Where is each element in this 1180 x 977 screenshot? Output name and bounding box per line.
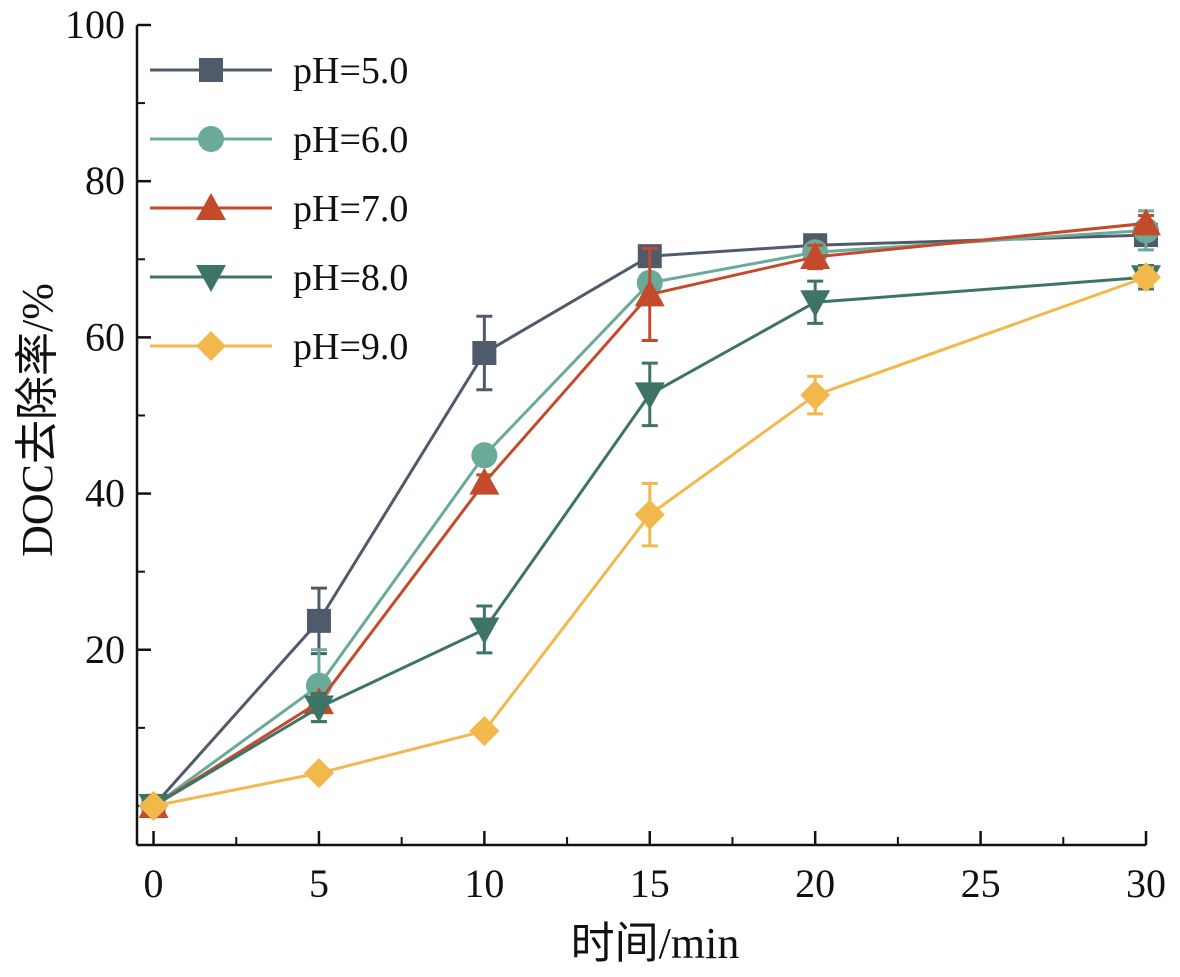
data-point	[800, 290, 831, 318]
data-point	[800, 380, 831, 411]
legend-label: pH=5.0	[293, 50, 408, 92]
legend: pH=5.0 pH=6.0 pH=7.0 pH=8.0 pH=9.0	[150, 50, 408, 368]
x-tick-label: 25	[961, 861, 1001, 906]
data-point	[634, 279, 665, 307]
legend-marker	[196, 265, 226, 292]
x-axis-label: 时间/min	[571, 919, 740, 968]
data-point	[469, 617, 500, 645]
x-tick-label: 20	[795, 861, 835, 906]
y-tick-label: 60	[85, 314, 125, 359]
data-point	[469, 467, 500, 495]
data-point	[471, 442, 498, 469]
legend-label: pH=6.0	[293, 119, 408, 161]
legend-marker	[196, 193, 226, 220]
legend-label: pH=7.0	[293, 188, 408, 230]
y-tick-label: 100	[65, 2, 125, 47]
data-point	[472, 341, 497, 365]
y-tick-label: 40	[85, 471, 125, 516]
series-pH-9-0	[138, 262, 1161, 821]
y-axis-label: DOC去除率/%	[13, 283, 62, 557]
data-point	[303, 758, 334, 789]
y-tick-label: 80	[85, 158, 125, 203]
axes: 0 5 10 15 20 25 30 20 40 60 80 100	[65, 2, 1166, 906]
data-point	[800, 241, 831, 269]
data-point	[634, 382, 665, 410]
series-line	[152, 275, 1147, 808]
legend-marker	[199, 58, 223, 82]
x-tick-label: 10	[464, 861, 504, 906]
legend-label: pH=8.0	[293, 257, 408, 299]
y-tick-label: 20	[85, 627, 125, 672]
series-line	[152, 221, 1147, 808]
data-point	[306, 608, 331, 633]
data-point	[303, 695, 334, 723]
data-point	[469, 715, 500, 746]
series-line	[152, 233, 1147, 807]
data-point	[634, 499, 665, 530]
series-layer	[138, 208, 1161, 821]
x-tick-label: 5	[309, 861, 329, 906]
data-point	[138, 790, 169, 821]
series-line	[153, 275, 1147, 808]
data-point	[1131, 262, 1161, 293]
data-point	[1131, 208, 1161, 236]
legend-marker	[198, 126, 224, 152]
x-tick-label: 0	[144, 861, 164, 906]
x-tick-label: 30	[1126, 861, 1166, 906]
legend-label: pH=9.0	[293, 326, 408, 368]
legend-marker	[196, 331, 226, 361]
series-line	[152, 228, 1147, 808]
x-tick-label: 15	[630, 861, 670, 906]
